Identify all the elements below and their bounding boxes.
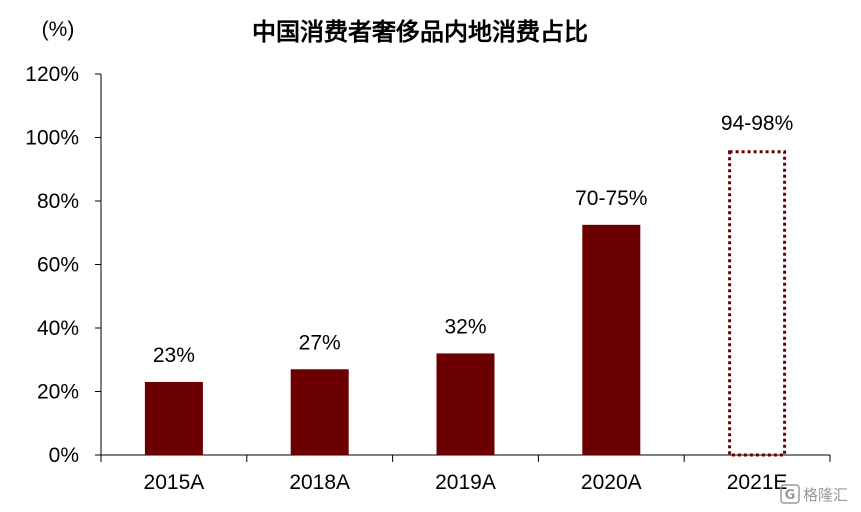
bar — [290, 369, 349, 455]
y-tick-label: 40% — [37, 317, 79, 340]
watermark-logo-icon: G — [780, 484, 800, 504]
y-tick-label: 120% — [25, 63, 79, 86]
y-axis-unit-label: (%) — [42, 18, 75, 41]
bar-estimate — [728, 150, 787, 457]
watermark: G 格隆汇 — [780, 484, 848, 504]
bar — [436, 353, 495, 455]
x-tick-label: 2018A — [289, 471, 350, 494]
x-tick-label: 2021E — [727, 471, 788, 494]
bar — [144, 381, 203, 455]
y-tick-label: 60% — [37, 254, 79, 277]
bar-series — [144, 150, 787, 457]
y-axis: 0% 20% 40% 60% 80% 100% 120% — [25, 63, 102, 467]
x-tick-label: 2015A — [144, 471, 205, 494]
bar — [582, 224, 641, 455]
y-tick-label: 100% — [25, 127, 79, 150]
data-label: 23% — [153, 344, 195, 367]
watermark-logo-letter: G — [785, 488, 796, 503]
y-tick-label: 80% — [37, 190, 79, 213]
x-tick-label: 2019A — [435, 471, 496, 494]
data-label: 94-98% — [721, 112, 793, 135]
y-tick-label: 0% — [49, 444, 79, 467]
data-label: 27% — [299, 331, 341, 354]
watermark-text: 格隆汇 — [803, 486, 848, 504]
y-tick-label: 20% — [37, 381, 79, 404]
x-axis: 2015A 2018A 2019A 2020A 2021E — [100, 454, 831, 494]
data-label: 70-75% — [575, 187, 647, 210]
data-labels: 23% 27% 32% 70-75% 94-98% — [153, 112, 793, 367]
chart-title: 中国消费者奢侈品内地消费占比 — [252, 18, 588, 46]
data-label: 32% — [444, 315, 486, 338]
x-tick-label: 2020A — [581, 471, 642, 494]
